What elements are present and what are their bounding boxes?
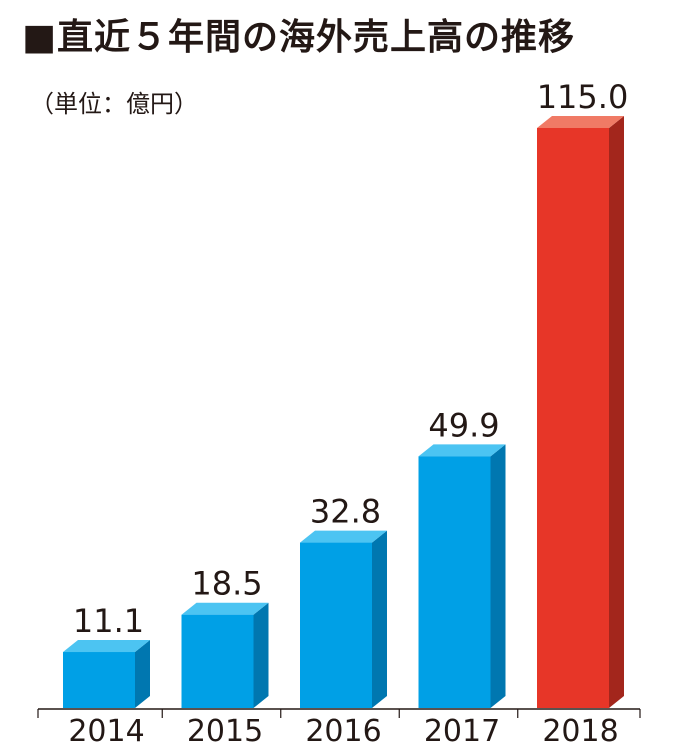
- unit-label: （単位：億円）: [30, 90, 198, 118]
- bar-side-2017: [490, 444, 506, 708]
- x-tick-label-2017: 2017: [424, 714, 500, 745]
- value-label-2015: 18.5: [191, 565, 262, 603]
- bar-top-2016: [300, 530, 387, 543]
- bar-top-2018: [537, 116, 624, 128]
- bar-2018: [537, 128, 609, 708]
- bar-side-2014: [135, 640, 150, 708]
- x-axis: 2014 2015 2016 2017 2018: [37, 708, 641, 745]
- x-tick-label-2014: 2014: [68, 714, 144, 745]
- chart-title: ■直近５年間の海外売上高の推移: [22, 17, 576, 58]
- x-tick-label-2016: 2016: [305, 714, 381, 745]
- value-label-2014: 11.1: [73, 602, 144, 640]
- bar-2017: [418, 456, 491, 708]
- bar-side-2015: [253, 602, 269, 708]
- bar-2015: [181, 614, 254, 708]
- bar-side-2016: [372, 530, 387, 708]
- bar-side-2018: [609, 116, 624, 708]
- bar-2014: [63, 652, 135, 708]
- value-label-2018: 115.0: [537, 78, 629, 116]
- bar-top-2014: [63, 640, 150, 653]
- x-tick-label-2018: 2018: [542, 714, 618, 745]
- bar-2016: [300, 542, 372, 708]
- bar-top-2017: [418, 444, 506, 457]
- bars-group: 11.1 18.5 32.8 49.9 115.0: [63, 78, 628, 708]
- value-label-2016: 32.8: [310, 493, 381, 531]
- x-tick-label-2015: 2015: [187, 714, 263, 745]
- value-label-2017: 49.9: [428, 406, 499, 444]
- bar-top-2015: [181, 602, 269, 615]
